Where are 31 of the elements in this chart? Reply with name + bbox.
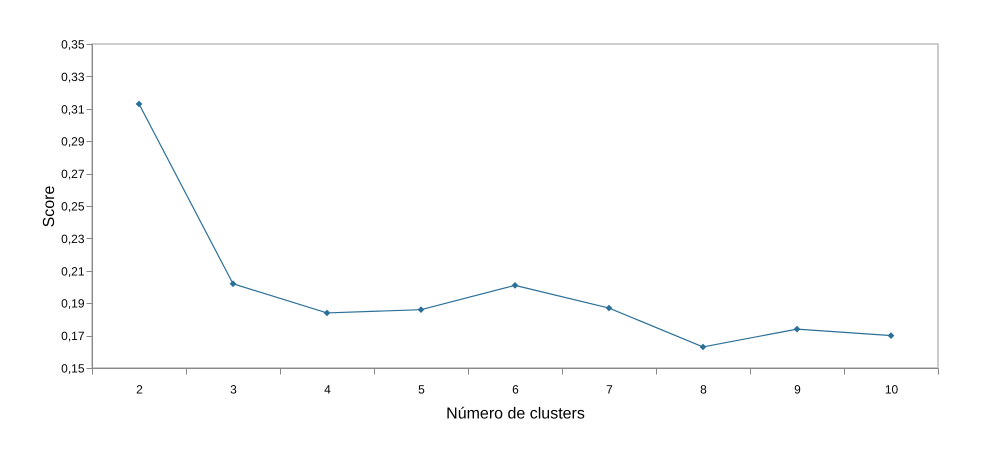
- point: [230, 280, 236, 288]
- x-axis-title: Número de clusters: [446, 406, 585, 422]
- y-tick-label: 0,33: [61, 70, 85, 84]
- x-tick-label: 4: [324, 382, 332, 396]
- y-tick-label: 0,19: [61, 296, 85, 311]
- x-tick-label: 8: [700, 382, 708, 396]
- y-axis-title: Score: [41, 186, 58, 228]
- point: [794, 326, 800, 332]
- x-tick-label: 9: [794, 382, 802, 396]
- point: [700, 344, 706, 350]
- y-tick-label: 0,15: [61, 362, 85, 376]
- x-tick-label: 10: [884, 382, 898, 396]
- x-tick-label: 2: [136, 382, 144, 396]
- point: [888, 332, 894, 339]
- y-tick-label: 0,31: [61, 102, 85, 116]
- y-tick-label: 0,25: [61, 200, 85, 214]
- y-tick-label: 0,29: [61, 134, 85, 149]
- point: [136, 100, 142, 108]
- point: [324, 310, 330, 316]
- y-tick-label: 0,35: [61, 38, 85, 52]
- y-tick-label: 0,27: [61, 167, 85, 182]
- point: [512, 282, 518, 289]
- x-tick-label: 6: [512, 382, 520, 396]
- point: [418, 306, 424, 314]
- x-tick-label: 7: [606, 382, 614, 396]
- x-tick-label: 5: [418, 382, 426, 396]
- y-tick-label: 0,17: [61, 329, 85, 344]
- y-tick-label: 0,23: [61, 232, 85, 246]
- point: [606, 304, 612, 312]
- y-tick-label: 0,21: [61, 264, 85, 278]
- x-tick-label: 3: [230, 382, 238, 396]
